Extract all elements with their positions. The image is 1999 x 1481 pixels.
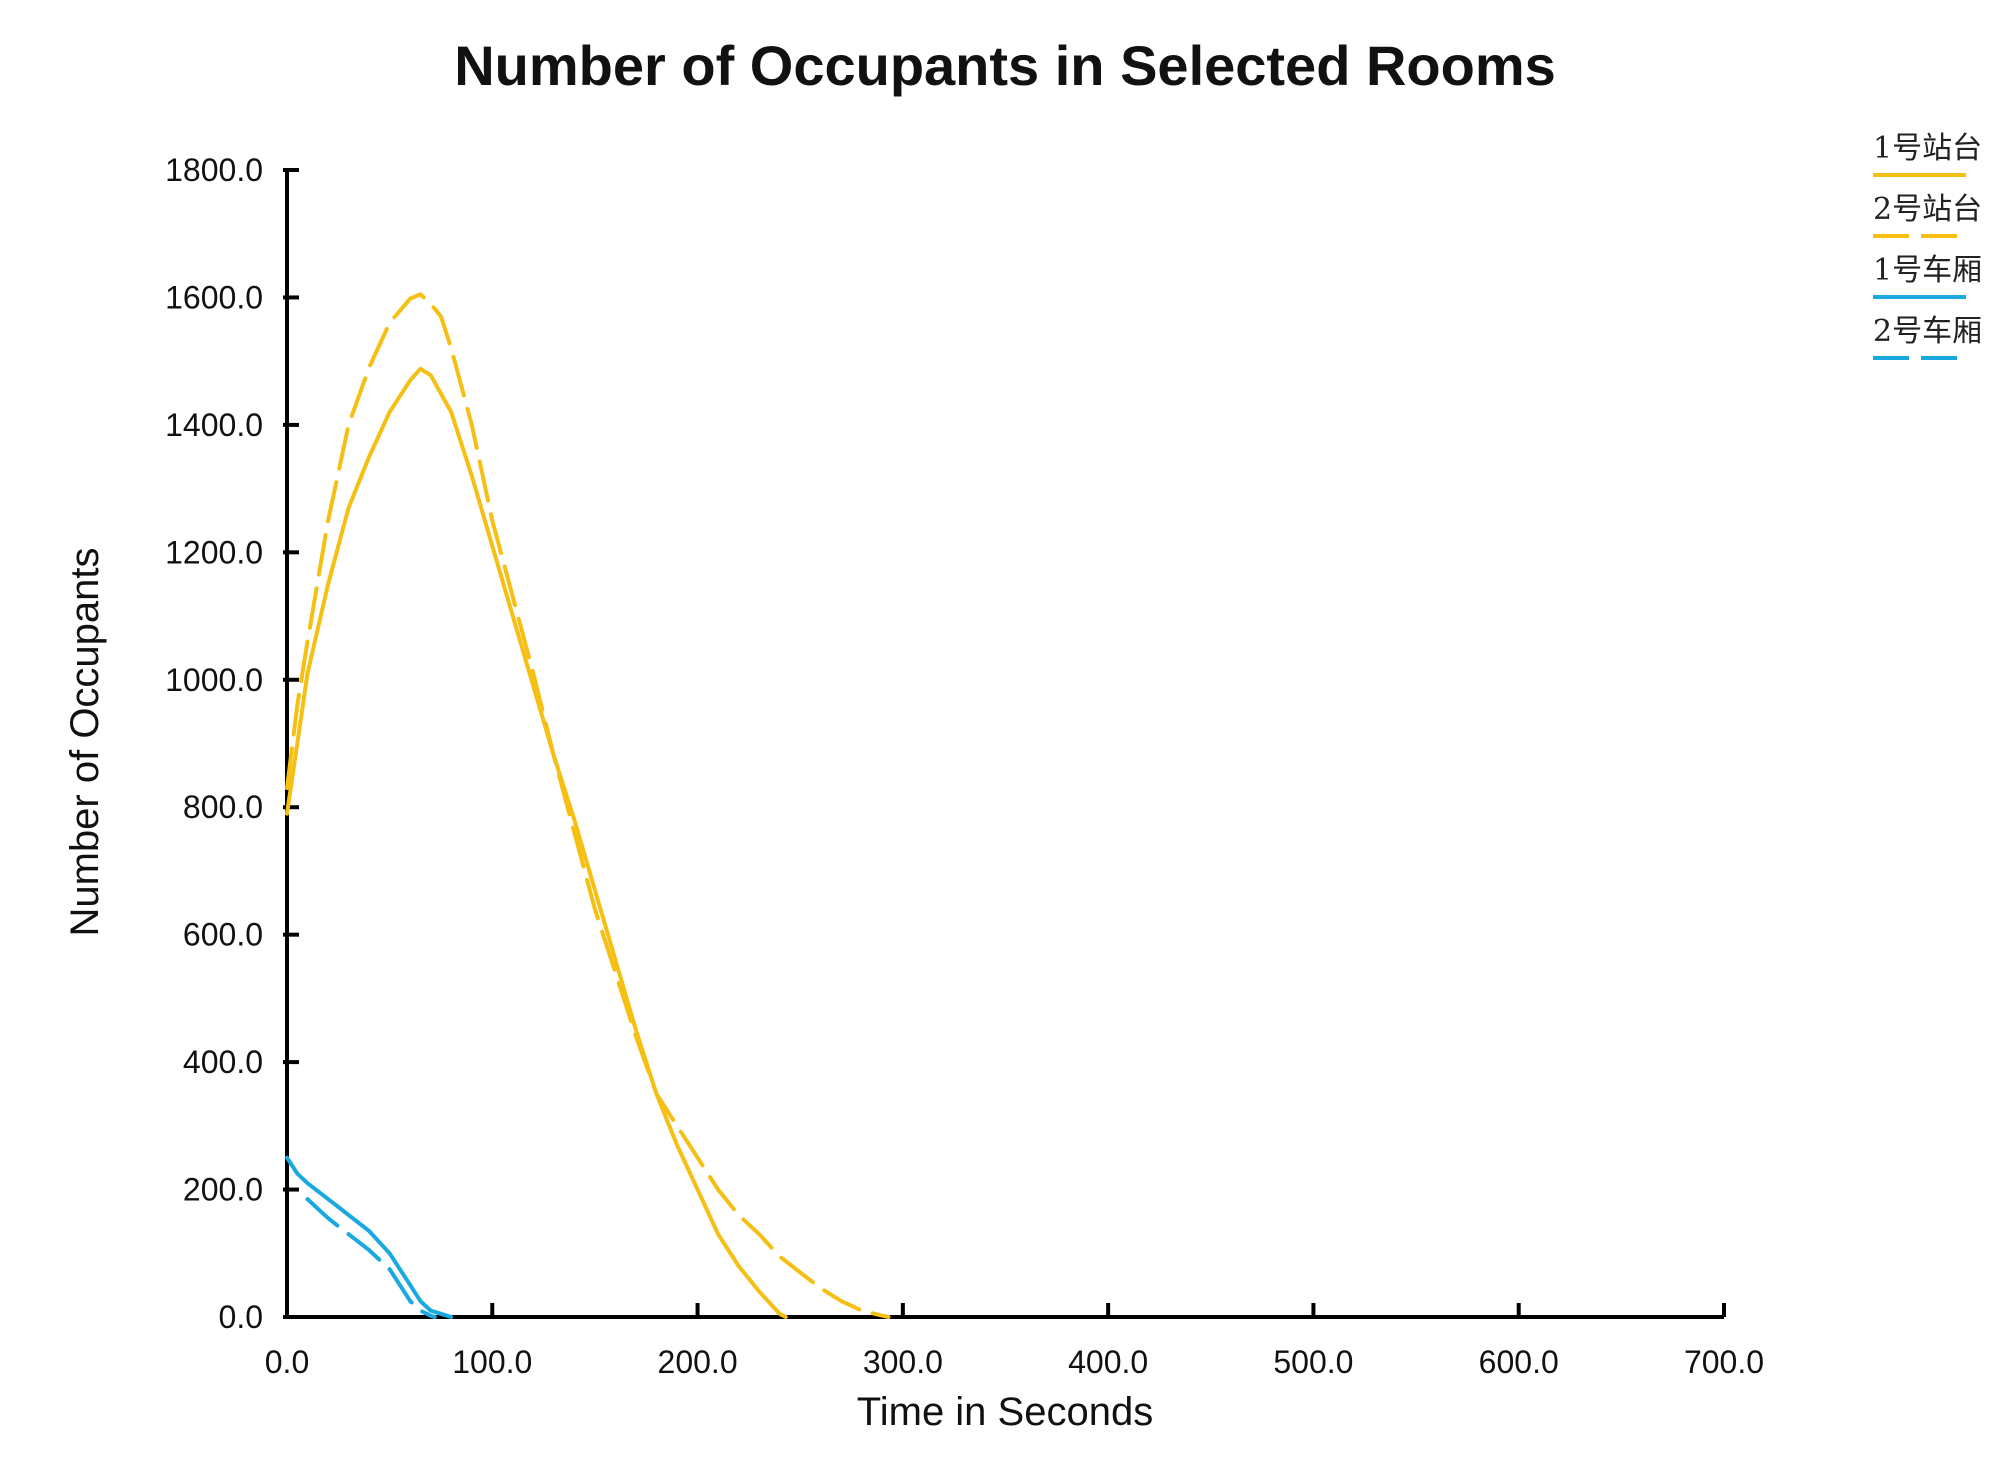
series-line-1 <box>285 366 788 1319</box>
x-tick-label: 100.0 <box>452 1344 532 1380</box>
x-tick-label: 500.0 <box>1273 1344 1353 1380</box>
legend-label: 2号站台 <box>1873 192 1982 227</box>
x-ticks: 0.0 100.0 200.0 300.0 400.0 500.0 600.0 700.0 <box>265 1303 1764 1380</box>
x-axis-label: Time in Seconds <box>857 1390 1153 1434</box>
y-tick-label: 600.0 <box>183 917 263 953</box>
y-tick-label: 1600.0 <box>165 279 263 315</box>
series-group <box>285 292 891 1319</box>
y-tick-label: 0.0 <box>219 1299 263 1335</box>
series-line-2 <box>285 292 891 1319</box>
y-tick-label: 1200.0 <box>165 534 263 570</box>
y-axis-label: Number of Occupants <box>63 547 107 936</box>
x-tick-label: 300.0 <box>863 1344 943 1380</box>
legend-label: 2号车厢 <box>1873 314 1982 349</box>
x-tick-label: 700.0 <box>1684 1344 1764 1380</box>
y-tick-label: 800.0 <box>183 789 263 825</box>
y-tick-label: 200.0 <box>183 1172 263 1208</box>
y-tick-label: 1000.0 <box>165 662 263 698</box>
legend: 1号站台 2号站台 1号车厢 2号车厢 <box>1873 131 1982 360</box>
series-line-3 <box>285 1155 454 1319</box>
y-tick-label: 1400.0 <box>165 407 263 443</box>
x-tick-label: 200.0 <box>658 1344 738 1380</box>
chart-title: Number of Occupants in Selected Rooms <box>454 34 1556 97</box>
series-line-4 <box>305 1197 437 1319</box>
legend-label: 1号车厢 <box>1873 253 1982 288</box>
legend-label: 1号站台 <box>1873 131 1982 166</box>
x-tick-label: 400.0 <box>1068 1344 1148 1380</box>
y-tick-label: 400.0 <box>183 1044 263 1080</box>
plot-area: 0.0 100.0 200.0 300.0 400.0 500.0 600.0 700.0 0… <box>165 152 1764 1380</box>
y-ticks: 0.0 200.0 400.0 600.0 800.0 1000.0 1200.0 1400.… <box>165 152 299 1335</box>
x-tick-label: 600.0 <box>1479 1344 1559 1380</box>
x-tick-label: 0.0 <box>265 1344 309 1380</box>
y-tick-label: 1800.0 <box>165 152 263 188</box>
